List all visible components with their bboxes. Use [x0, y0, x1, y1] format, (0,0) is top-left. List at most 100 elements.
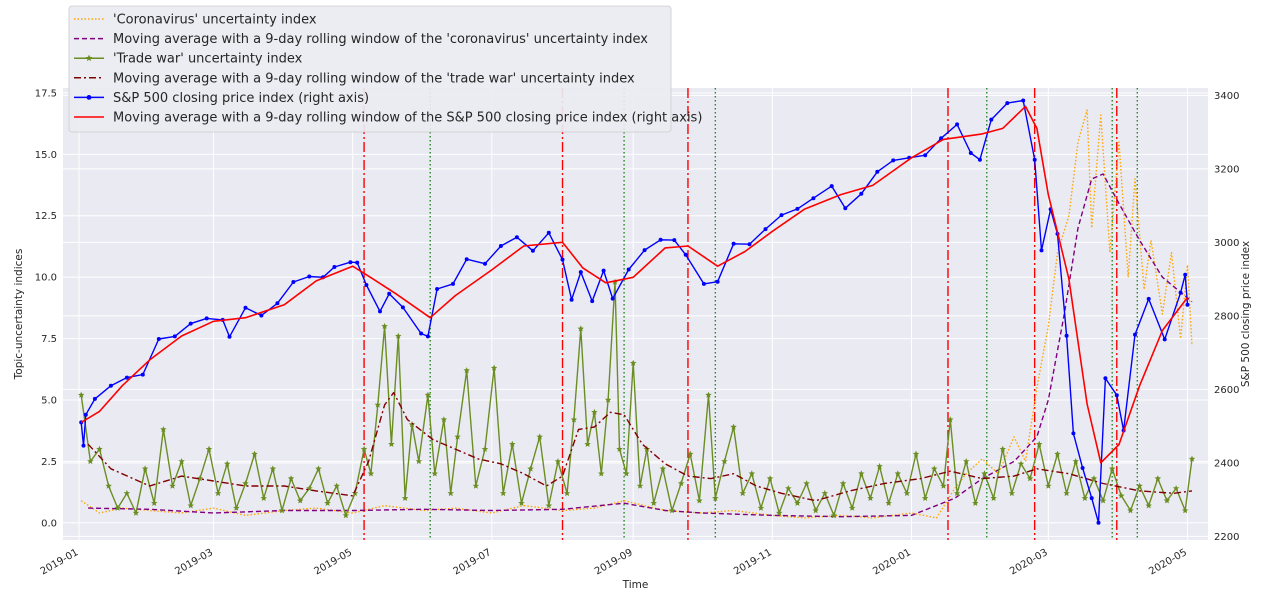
- series-point-2: [472, 482, 480, 489]
- series-point-4: [968, 151, 973, 155]
- series-point-2: [921, 494, 929, 501]
- series-point-2: [454, 433, 461, 440]
- y-left-tick-label: 12.5: [35, 211, 57, 222]
- x-tick-label: 2020-05: [1147, 547, 1189, 577]
- series-point-4: [811, 196, 816, 201]
- series-line-3: [87, 391, 1193, 502]
- series-point-2: [623, 470, 630, 477]
- series-point-4: [355, 260, 360, 265]
- series-point-2: [1036, 440, 1043, 447]
- series-point-2: [342, 512, 350, 519]
- series-point-2: [858, 470, 865, 477]
- series-point-4: [498, 244, 503, 248]
- series-point-2: [169, 482, 176, 489]
- series-point-2: [424, 391, 432, 398]
- y-right-tick-label: 2200: [1214, 532, 1239, 543]
- series-point-2: [730, 423, 737, 430]
- y-left-tick-label: 5.0: [41, 395, 57, 406]
- series-point-2: [999, 445, 1006, 452]
- series-point-4: [81, 443, 86, 448]
- series-point-2: [1008, 489, 1016, 497]
- series-point-2: [1081, 494, 1089, 501]
- series-point-4: [1021, 98, 1026, 103]
- series-point-4: [387, 291, 392, 296]
- series-point-4: [1089, 496, 1094, 501]
- legend-label-0: 'Coronavirus' uncertainty index: [113, 13, 317, 28]
- series-point-2: [636, 482, 644, 489]
- series-point-2: [351, 489, 359, 497]
- series-point-2: [78, 391, 85, 398]
- series-point-2: [260, 494, 267, 501]
- series-point-2: [105, 482, 112, 489]
- series-point-4: [763, 227, 768, 232]
- series-point-2: [96, 445, 103, 452]
- series-point-2: [251, 450, 258, 457]
- y-left-tick-label: 2.5: [41, 457, 57, 468]
- series-point-4: [243, 305, 248, 310]
- y-right-tick-label: 3000: [1214, 238, 1239, 249]
- series-point-2: [536, 433, 543, 440]
- series-point-2: [381, 322, 388, 329]
- series-point-4: [779, 213, 784, 218]
- series-point-2: [1118, 492, 1125, 499]
- series-point-4: [829, 184, 834, 189]
- series-point-2: [1017, 460, 1025, 467]
- series-point-2: [360, 445, 368, 452]
- series-point-4: [1114, 393, 1119, 398]
- x-tick-label: 2019-03: [173, 547, 215, 577]
- series-point-2: [481, 445, 489, 452]
- series-point-2: [1127, 507, 1134, 514]
- y-left-tick-label: 10.0: [35, 273, 57, 284]
- series-point-2: [712, 494, 719, 501]
- legend-label-4: S&P 500 closing price index (right axis): [113, 91, 369, 106]
- series-point-2: [287, 475, 295, 482]
- series-point-4: [1183, 272, 1188, 277]
- series-point-2: [766, 475, 774, 482]
- series-point-2: [1182, 507, 1189, 514]
- series-point-2: [912, 450, 920, 457]
- series-point-2: [87, 458, 94, 465]
- y-axis-left-title: Topic-uncertainty indices: [13, 249, 25, 381]
- series-point-4: [1103, 376, 1108, 381]
- series-point-4: [1039, 248, 1044, 253]
- series-point-4: [425, 334, 430, 339]
- series-point-2: [963, 458, 970, 465]
- series-point-2: [1136, 482, 1143, 489]
- series-point-4: [108, 383, 113, 388]
- series-line-0: [80, 109, 1193, 519]
- series-point-2: [785, 485, 792, 492]
- series-point-2: [1172, 485, 1180, 492]
- series-point-4: [955, 122, 960, 127]
- series-point-4: [923, 153, 928, 158]
- y-right-tick-label: 2400: [1214, 458, 1239, 469]
- series-point-4: [204, 316, 209, 321]
- series-point-4: [1146, 296, 1151, 301]
- series-point-4: [1064, 333, 1069, 338]
- series-point-4: [658, 237, 663, 242]
- series-point-2: [947, 416, 954, 423]
- series-point-2: [630, 359, 637, 366]
- series-point-2: [333, 482, 340, 489]
- x-tick-label: 2019-09: [593, 547, 635, 577]
- series-point-4: [747, 242, 752, 247]
- series-point-2: [591, 408, 598, 415]
- y-left-tick-label: 7.5: [41, 334, 57, 345]
- series-point-2: [324, 499, 331, 506]
- legend-box: [68, 5, 672, 133]
- series-point-2: [972, 499, 979, 506]
- series-point-2: [1063, 489, 1070, 497]
- series-point-2: [545, 502, 553, 509]
- series-point-4: [464, 257, 469, 262]
- series-point-4: [546, 230, 551, 235]
- series-point-2: [1145, 502, 1152, 509]
- series-point-4: [1133, 332, 1137, 337]
- legend-label-1: Moving average with a 9-day rolling wind…: [113, 32, 648, 47]
- series-point-2: [315, 465, 322, 472]
- series-line-1: [88, 173, 1193, 518]
- series-point-4: [364, 283, 369, 287]
- series-point-2: [940, 482, 947, 489]
- series-point-2: [278, 507, 286, 514]
- series-point-2: [616, 445, 623, 452]
- y-axis-right-title: S&P 500 closing price index: [1240, 241, 1252, 387]
- series-point-4: [989, 117, 994, 122]
